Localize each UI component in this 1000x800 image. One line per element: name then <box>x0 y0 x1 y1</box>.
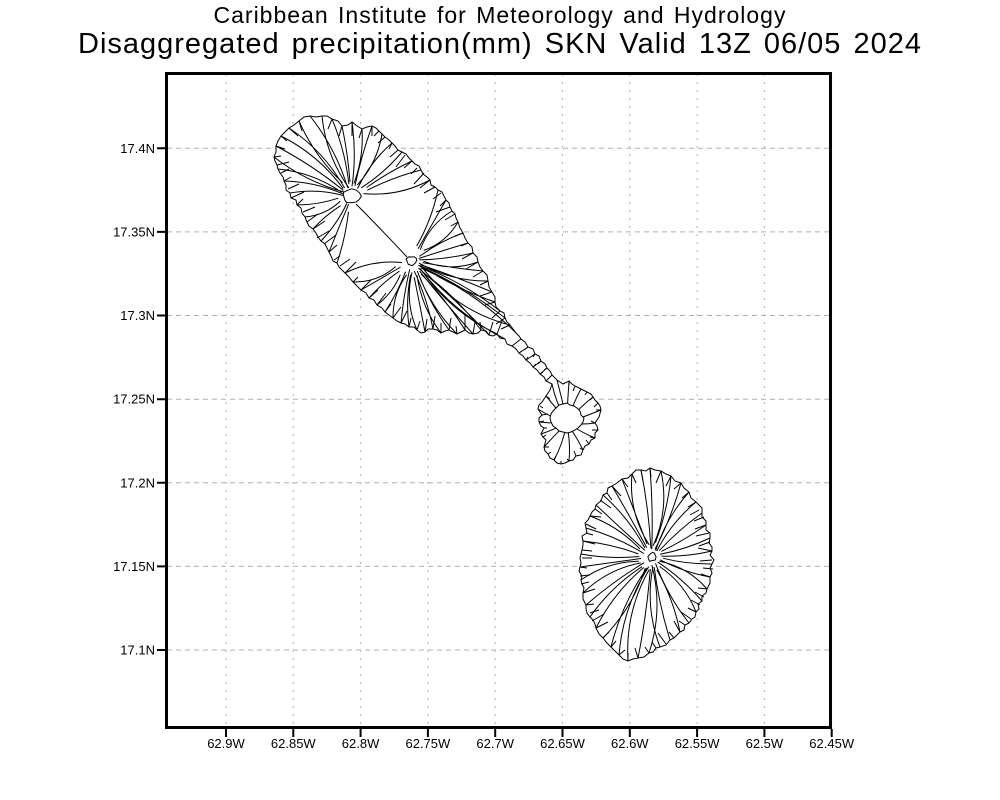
lat-tick-label: 17.15N <box>113 559 155 574</box>
plot-background <box>165 72 832 729</box>
lon-tick-label: 62.9W <box>207 736 245 751</box>
nevis-watershed-divides <box>579 467 713 662</box>
lon-tick-label: 62.85W <box>271 736 317 751</box>
lat-tick-label: 17.4N <box>120 141 155 156</box>
crater-ring-northwest <box>342 188 362 204</box>
figure-title-line1: Caribbean Institute for Meteorology and … <box>213 2 787 28</box>
crater-ring-central <box>405 256 418 267</box>
figure-title: Caribbean Institute for Meteorology and … <box>0 4 1000 59</box>
lat-tick-label: 17.25N <box>113 392 155 407</box>
plot-frame <box>165 72 832 729</box>
lon-tick-label: 62.5W <box>746 736 784 751</box>
st-kitts-watershed-divides <box>273 115 517 340</box>
lon-tick-label: 62.65W <box>540 736 586 751</box>
island-nevis <box>578 467 715 662</box>
lon-tick-label: 62.75W <box>405 736 451 751</box>
lat-tick-label: 17.35N <box>113 224 155 239</box>
island-st-kitts <box>273 115 602 465</box>
nevis-coastal-basin-combs <box>579 467 714 661</box>
lon-tick-label: 62.6W <box>611 736 649 751</box>
lat-tick-label: 17.2N <box>120 475 155 490</box>
lon-tick-label: 62.7W <box>476 736 514 751</box>
lon-tick-label: 62.8W <box>342 736 380 751</box>
lat-tick-label: 17.3N <box>120 308 155 323</box>
nevis-peak-ring <box>647 551 657 562</box>
lat-tick-label: 17.1N <box>120 643 155 658</box>
salt-pond-lagoon <box>549 402 585 434</box>
lon-tick-label: 62.55W <box>675 736 721 751</box>
peninsula-basin-cross-lines <box>511 338 553 382</box>
lon-tick-label: 62.45W <box>809 736 855 751</box>
st-kitts-coastal-basin-combs <box>273 118 601 464</box>
axis-tick-marks <box>157 147 833 737</box>
st-kitts-ridge-line <box>355 203 408 258</box>
figure-title-line2: Disaggregated precipitation(mm) SKN Vali… <box>78 28 922 60</box>
